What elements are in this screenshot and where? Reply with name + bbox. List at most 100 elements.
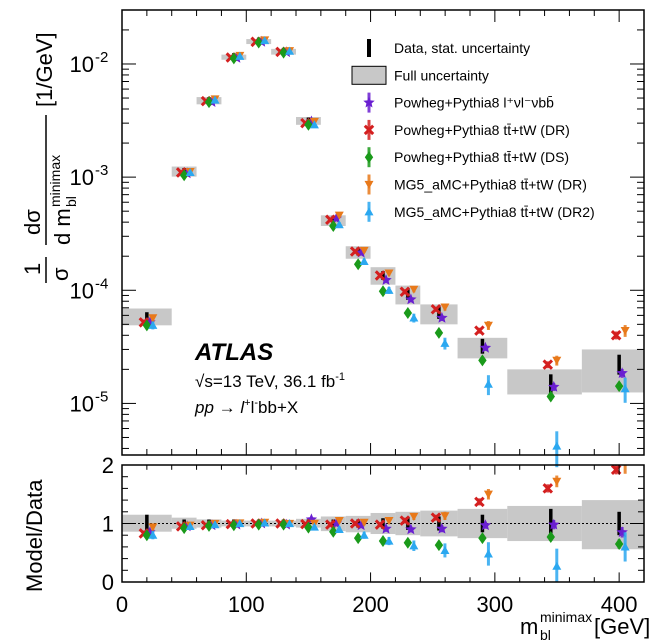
y-tick-label-main: 10	[70, 391, 94, 416]
x-axis-title-sub: bl	[540, 627, 551, 643]
ratio-point-diamond	[179, 522, 189, 535]
series-point-tridown	[148, 314, 158, 323]
series-point-triup	[260, 36, 270, 45]
legend-label: Powheg+Pythia8 tt̄+tW (DS)	[394, 149, 569, 165]
ratio-point-diamond	[378, 535, 388, 548]
ratio-point-star	[548, 518, 560, 530]
series-point-x	[399, 286, 411, 298]
ratio-point-triup	[334, 524, 344, 533]
process-label: pp → l+l-bb+X	[194, 397, 298, 417]
cross-icon	[363, 124, 375, 136]
ratio-point-diamond	[614, 537, 624, 550]
y-tick-label-exponent: -4	[95, 275, 108, 292]
process-sup-2: -	[254, 397, 258, 409]
y-axis-title-sigma: σ	[48, 267, 73, 281]
ratio-point-diamond	[353, 532, 363, 545]
energy-text: √s=13 TeV, 36.1 fb	[195, 372, 335, 391]
ratio-point-x-stroke-b	[399, 515, 411, 526]
ratio-point-triup	[440, 545, 450, 555]
data-bar-icon	[367, 39, 371, 57]
main-frame	[121, 9, 645, 456]
ratio-point-x-stroke-b	[325, 519, 336, 530]
legend-label: Data, stat. uncertainty	[394, 40, 530, 56]
series-point-tridown	[483, 321, 493, 330]
ratio-point-star	[436, 522, 448, 534]
series-point-star	[355, 246, 367, 258]
y-tick-label-exponent: -3	[95, 162, 108, 179]
ratio-uncertainty-band	[581, 500, 644, 550]
series-point-triup	[210, 95, 220, 104]
ratio-point-tridown	[409, 512, 419, 521]
series-point-x-stroke-b	[374, 270, 386, 281]
ratio-point-diamond	[478, 532, 487, 545]
series-point-star	[436, 311, 448, 323]
series-point-diamond	[254, 36, 263, 49]
y-tick-label-ratio: 0	[102, 570, 114, 595]
ratio-point-diamond	[279, 518, 288, 531]
series-point-tridown	[440, 303, 450, 312]
y-tick-label-exponent: -5	[95, 388, 108, 405]
ratio-point-tridown	[440, 512, 450, 521]
series-point-diamond	[329, 219, 338, 232]
series-point-diamond	[142, 319, 152, 332]
y-tick-label-main: 10	[70, 52, 94, 77]
ratio-point-triup	[185, 521, 195, 531]
ratio-point-x	[430, 512, 442, 523]
series-point-star	[548, 380, 560, 392]
series-point-triup	[334, 220, 344, 229]
series-point-x	[542, 359, 554, 370]
series-point-triup	[409, 313, 419, 322]
ratio-point-diamond	[142, 529, 152, 542]
series-point-triup	[483, 379, 493, 388]
legend-label: Powheg+Pythia8 l⁺νl⁻νbb̄	[394, 95, 554, 111]
series-point-triup	[384, 285, 394, 294]
series-point-x-stroke-b	[474, 325, 485, 336]
series-point-tridown	[334, 211, 344, 220]
ratio-point-tridown	[359, 518, 369, 527]
y-axis-title-ratio: Model/Data	[22, 479, 47, 592]
ratio-point-triup	[235, 519, 245, 528]
ratio-point-diamond	[254, 518, 263, 531]
series-point-diamond	[179, 169, 189, 182]
x-axis-title-m: m	[520, 614, 538, 639]
series-point-x	[610, 330, 622, 341]
series-point-triup	[309, 120, 319, 129]
series-point-x-stroke-b	[325, 214, 336, 226]
y-tick-label-main: 10	[70, 165, 94, 190]
triangle-up-icon	[364, 207, 374, 216]
ratio-point-diamond	[434, 539, 444, 552]
ratio-point-tridown	[148, 523, 158, 532]
ratio-point-triup	[260, 518, 270, 527]
ratio-point-tridown	[483, 490, 493, 499]
process-l: l	[251, 398, 255, 417]
ratio-point-triup	[409, 541, 419, 550]
star-icon	[363, 96, 375, 108]
series-point-x	[374, 270, 386, 281]
x-axis-title-unit: [GeV]	[594, 614, 650, 639]
ratio-point-triup	[309, 522, 319, 531]
y-tick-label-ratio: 2	[102, 453, 114, 478]
cross-icon-stroke-b	[363, 124, 375, 136]
ratio-panel: 0 100 200 300 400 0 1 2	[102, 453, 645, 617]
ratio-point-x	[474, 496, 485, 508]
ratio-point-x	[374, 519, 386, 530]
series-point-triup	[185, 167, 195, 177]
triangle-down-icon	[364, 180, 374, 189]
ratio-point-x-stroke-b	[374, 519, 386, 530]
ratio-point-x-stroke-b	[430, 512, 442, 523]
ratio-point-triup	[552, 561, 562, 570]
data-point-bar	[381, 271, 385, 280]
y-axis-title-dm: d m	[50, 208, 75, 245]
ratio-point-star	[355, 519, 367, 531]
ratio-point-diamond	[329, 525, 338, 538]
lumi-exponent: -1	[335, 371, 345, 383]
x-tick-label: 0	[116, 592, 128, 617]
ratio-data-bar	[145, 514, 149, 533]
y-axis-title-sup: minimax	[47, 155, 63, 207]
series-point-x-stroke-b	[138, 317, 150, 328]
process-text: pp → l	[194, 398, 245, 417]
series-point-diamond	[204, 96, 214, 109]
series-point-diamond	[353, 258, 363, 271]
main-panel: 10-510-410-310-2	[70, 9, 645, 468]
ratio-point-tridown	[384, 516, 394, 526]
